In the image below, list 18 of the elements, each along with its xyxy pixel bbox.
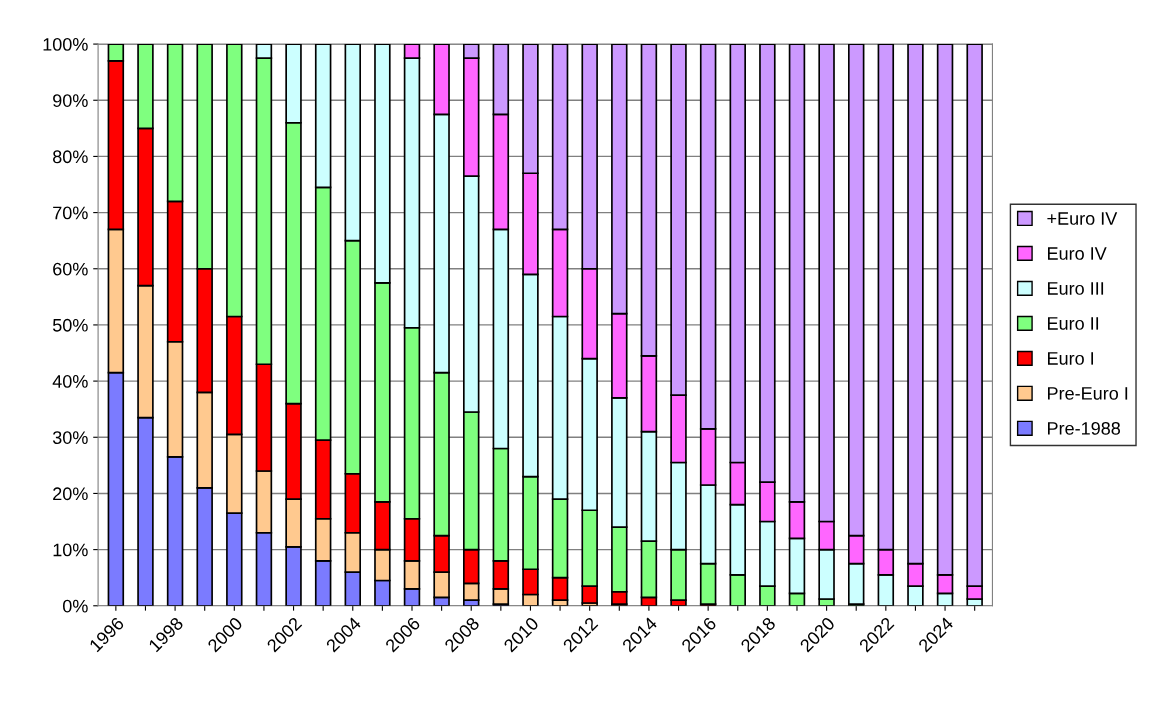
legend-label: Euro II xyxy=(1048,317,1099,330)
legend-label: +Euro IV xyxy=(1047,212,1118,225)
legend-label: Euro I xyxy=(1048,352,1094,365)
legend-label: Pre-1988 xyxy=(1048,421,1121,435)
legend-label: Euro III xyxy=(1048,282,1104,295)
y-tick-label: 70% xyxy=(53,206,88,220)
y-tick-label: 0% xyxy=(62,599,88,613)
y-tick-label: 10% xyxy=(53,543,88,557)
y-tick-label: 50% xyxy=(52,318,88,332)
y-tick-label: 90% xyxy=(53,94,88,107)
legend-label: Euro IV xyxy=(1048,247,1107,260)
y-tick-label: 20% xyxy=(53,487,88,501)
y-tick-label: 40% xyxy=(52,375,88,388)
y-tick-label: 100% xyxy=(43,38,88,51)
y-tick-label: 80% xyxy=(53,150,88,164)
y-tick-label: 60% xyxy=(53,262,88,276)
legend-label: Pre-Euro I xyxy=(1048,387,1128,400)
y-tick-label: 30% xyxy=(52,431,88,444)
